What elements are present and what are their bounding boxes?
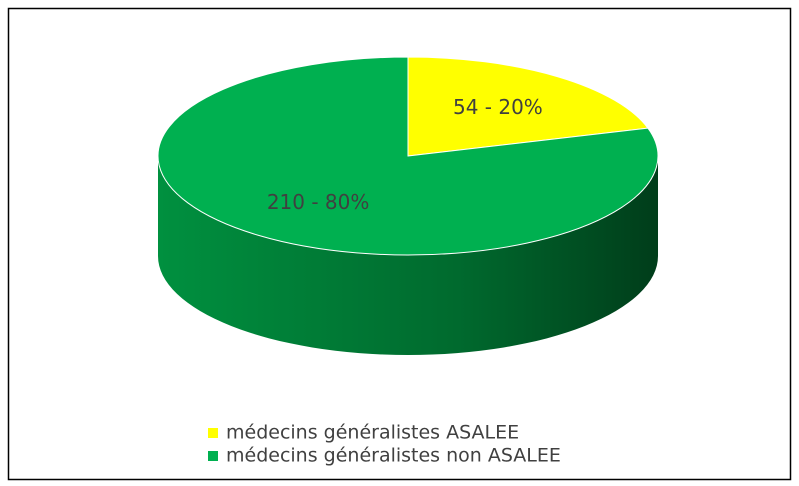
pie-slice — [407, 56, 649, 157]
pie-slice — [157, 56, 659, 256]
legend-label: médecins généralistes ASALEE — [226, 422, 519, 444]
pie: 54 - 20% 210 - 80% — [157, 56, 659, 355]
data-label: 210 - 80% — [267, 190, 370, 214]
legend-swatch — [208, 451, 218, 461]
legend-swatch — [208, 428, 218, 438]
data-label: 54 - 20% — [453, 95, 543, 119]
legend-label: médecins généralistes non ASALEE — [226, 445, 561, 467]
